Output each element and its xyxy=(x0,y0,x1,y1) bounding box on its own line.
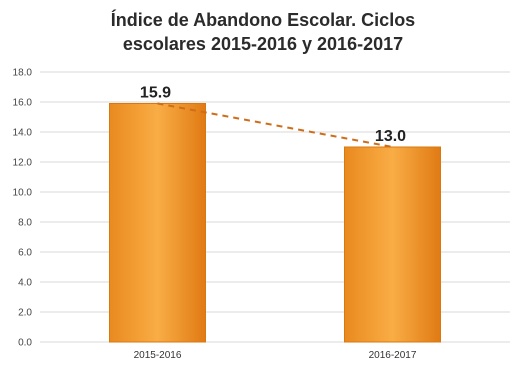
y-tick-label: 12.0 xyxy=(13,158,33,169)
trend-line xyxy=(157,102,393,148)
y-tick-label: 16.0 xyxy=(13,98,33,109)
y-tick-label: 10.0 xyxy=(13,188,33,199)
bar xyxy=(344,146,441,343)
y-tick-label: 18.0 xyxy=(13,68,33,79)
bar xyxy=(109,103,206,343)
y-tick-label: 14.0 xyxy=(13,128,33,139)
trend-line-group xyxy=(157,102,393,148)
x-tick-label: 2016-2017 xyxy=(369,350,417,361)
chart-title-line-1: Índice de Abandono Escolar. Ciclos xyxy=(110,10,416,30)
y-tick-label: 6.0 xyxy=(18,248,32,259)
bars xyxy=(109,103,441,343)
chart-title: Índice de Abandono Escolar. Ciclos escol… xyxy=(0,8,526,56)
y-tick-label: 4.0 xyxy=(18,278,32,289)
x-tick-label: 2015-2016 xyxy=(134,350,182,361)
data-label: 15.9 xyxy=(140,85,171,102)
chart-title-line-2: escolares 2015-2016 y 2016-2017 xyxy=(122,34,404,54)
labels: 0.0 2.0 4.0 6.0 8.0 10.0 12.0 14.0 16.0 18.0 2015-… xyxy=(13,68,417,362)
y-tick-label: 0.0 xyxy=(18,338,32,349)
data-label: 13.0 xyxy=(375,128,406,145)
y-tick-label: 2.0 xyxy=(18,308,32,319)
y-tick-label: 8.0 xyxy=(18,218,32,229)
